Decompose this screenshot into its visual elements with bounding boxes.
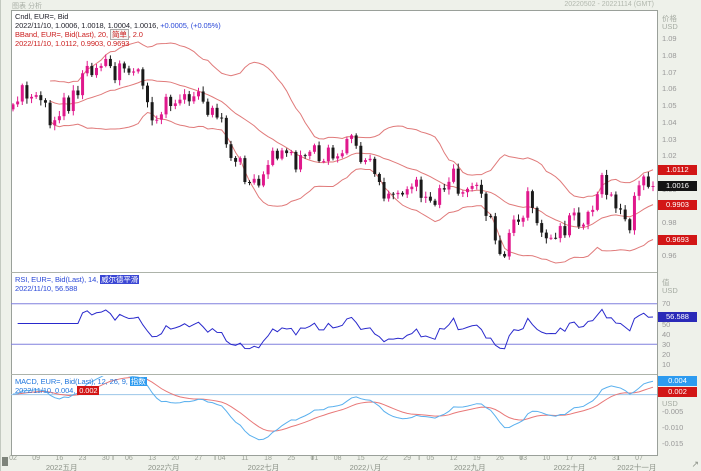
rsi-tick: 10 <box>662 359 671 369</box>
month-label: 2022十月 <box>553 463 586 471</box>
day-tick-label: 29 <box>403 455 412 462</box>
day-tick-label: 18 <box>264 455 272 462</box>
bband-series-label[interactable]: BBand, EUR=, Bid(Last), 20, <box>15 30 110 39</box>
rsi-tick: 40 <box>662 329 671 339</box>
price-value-box: 1.0016 <box>658 181 697 191</box>
macd-series-label[interactable]: MACD, EUR=, Bid(Last), 12, 26, 9, <box>15 377 130 386</box>
price-axis-unit: USD <box>662 22 678 31</box>
day-tick-label: 31 <box>611 455 620 462</box>
price-value-box: 0.9903 <box>658 199 697 210</box>
macd-legend: MACD, EUR=, Bid(Last), 12, 26, 9, 指数 202… <box>15 377 147 395</box>
day-tick-label: 05 <box>426 455 435 462</box>
rsi-smoothing-badge[interactable]: 威尔德平滑 <box>100 275 140 284</box>
price-tick: 1.04 <box>662 117 677 127</box>
day-tick-label: 22 <box>380 455 388 462</box>
macd-signal-box: 0.002 <box>658 387 697 397</box>
macd-tick: -0.005 <box>662 406 684 416</box>
rsi-axis-title: 值 <box>662 278 670 287</box>
day-tick-label: 30 <box>101 455 110 462</box>
rsi-value: 2022/11/10, 56.588 <box>15 284 78 293</box>
main-legend: Cndl, EUR=, Bid 2022/11/10, 1.0006, 1.00… <box>15 12 221 48</box>
day-tick-label: 26 <box>496 455 504 462</box>
rsi-tick: 50 <box>662 319 671 329</box>
day-tick-label: 06 <box>125 455 133 462</box>
rsi-legend: RSI, EUR=, Bid(Last), 14, 威尔德平滑 2022/11/… <box>15 275 140 293</box>
price-tick: 1.05 <box>662 101 677 111</box>
bband-param-suffix: , 2.0 <box>128 30 143 39</box>
day-tick-label: 11 <box>241 455 249 462</box>
day-tick-label: 16 <box>55 455 64 462</box>
macd-value: 2022/11/10, 0.004, <box>15 386 78 395</box>
month-label: 2022九月 <box>453 463 486 471</box>
day-tick-label: 09 <box>32 455 41 462</box>
bband-values: 2022/11/10, 1.0112, 0.9903, 0.9693 <box>15 39 130 48</box>
expand-icon[interactable]: ↗ <box>691 459 699 469</box>
price-tick: 0.96 <box>662 251 677 261</box>
price-tick: 1.08 <box>662 51 677 61</box>
day-tick-label: 23 <box>78 455 87 462</box>
day-tick-label: 03 <box>519 455 528 462</box>
axis-corner-handle[interactable] <box>2 457 8 466</box>
day-tick-label: 19 <box>472 455 481 462</box>
price-tick: 1.03 <box>662 134 677 144</box>
month-label: 2022七月 <box>247 463 280 471</box>
macd-tick: -0.010 <box>662 423 684 433</box>
month-label: 2022十一月 <box>617 463 657 471</box>
month-label: 2022八月 <box>349 463 382 471</box>
month-label: 2022五月 <box>45 463 78 471</box>
toolbar-menu-label[interactable]: 图表 分析 <box>12 3 42 10</box>
day-tick-label: 24 <box>588 455 597 462</box>
price-tick: 1.09 <box>662 34 677 44</box>
price-tick: 1.02 <box>662 151 677 161</box>
day-tick-label: 12 <box>449 455 458 462</box>
ohlc-values: 1.0006, 1.0018, 1.0004, 1.0016, <box>54 21 161 30</box>
price-axis-title: 价格 <box>662 14 677 23</box>
day-tick-label: 13 <box>148 455 157 462</box>
time-axis[interactable]: 02 09 16 23 30 06 13 20 27 04 11 18 25 01 08 15 22 29 05 12… <box>1 455 701 471</box>
day-tick-label: 08 <box>333 455 342 462</box>
day-tick-label: 01 <box>310 455 319 462</box>
rsi-tick: 70 <box>662 299 671 309</box>
date-range-label: 20220502 - 20221114 (GMT) <box>564 1 654 8</box>
price-tick: 1.06 <box>662 84 677 94</box>
macd-type-badge[interactable]: 指数 <box>129 377 147 386</box>
day-tick-label: 27 <box>194 455 203 462</box>
day-tick-label: 20 <box>171 455 180 462</box>
price-tick: 0.98 <box>662 218 677 228</box>
change-value: +0.0005, (+0.05%) <box>160 21 221 30</box>
day-tick-label: 15 <box>356 455 365 462</box>
month-label: 2022六月 <box>147 463 180 471</box>
macd-signal-value-badge: 0.002 <box>77 386 100 395</box>
price-value-box: 0.9693 <box>658 234 697 245</box>
day-tick-label: 25 <box>287 455 296 462</box>
ohlc-date: 2022/11/10, <box>15 21 55 30</box>
rsi-series-label[interactable]: RSI, EUR=, Bid(Last), 14, <box>15 275 101 284</box>
rsi-axis-unit: USD <box>662 286 678 295</box>
day-tick-label: 04 <box>217 455 226 462</box>
rsi-tick: 30 <box>662 339 671 349</box>
price-axis[interactable]: 价格USD1.091.081.071.061.051.041.031.021.0… <box>658 0 701 471</box>
macd-value-box: 0.004 <box>658 376 697 386</box>
rsi-tick: 20 <box>662 349 671 359</box>
candle-series-label[interactable]: Cndl, EUR=, Bid <box>15 12 69 21</box>
bband-ma-type-badge[interactable]: 简单 <box>109 29 129 40</box>
rsi-value-box: 56.588 <box>658 311 697 322</box>
macd-tick: -0.015 <box>662 439 684 449</box>
price-value-box: 1.0112 <box>658 164 697 175</box>
macd-axis-unit: USD <box>662 399 678 408</box>
day-tick-label: 10 <box>542 455 551 462</box>
day-tick-label: 02 <box>9 455 17 462</box>
day-tick-label: 17 <box>565 455 574 462</box>
day-tick-label: 07 <box>635 455 643 462</box>
price-tick: 1.07 <box>662 67 677 77</box>
